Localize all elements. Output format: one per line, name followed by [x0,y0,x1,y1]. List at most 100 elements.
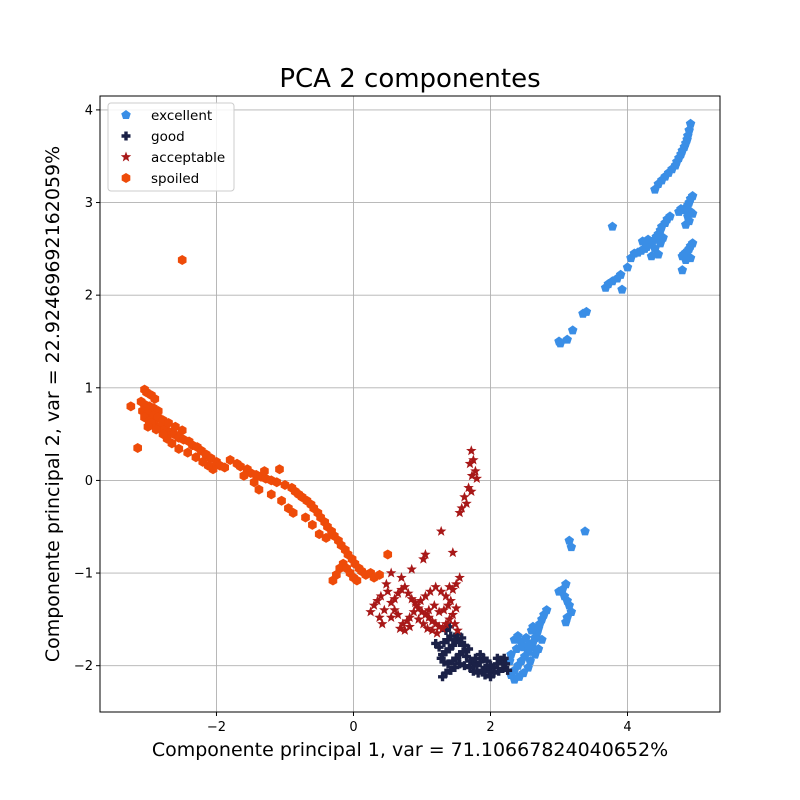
spoiled-point [328,575,338,586]
acceptable-point [431,627,443,638]
data-points [126,118,698,684]
acceptable-point [399,581,411,592]
spoiled-point [266,489,276,500]
acceptable-point [433,621,445,632]
acceptable-point [451,578,462,589]
spoiled-point [314,529,324,540]
good-point [459,640,469,650]
x-tick-label: −2 [207,720,226,735]
good-point [436,653,446,663]
acceptable-point [430,581,441,592]
y-axis-label: Componente principal 2, var = 22.9246969… [42,146,64,662]
acceptable-point [404,612,415,622]
good-point [457,633,467,643]
good-point [446,665,456,675]
acceptable-point [375,590,387,601]
acceptable-point [427,624,438,635]
acceptable-point [442,599,454,610]
spoiled-point [177,425,187,436]
good-point [492,653,502,663]
acceptable-point [420,609,431,620]
acceptable-point [438,604,450,615]
excellent-point [646,251,657,261]
acceptable-point [440,618,452,629]
good-point [441,668,451,678]
spoiled-point [174,443,184,454]
excellent-point [537,634,547,644]
excellent-point [521,632,531,642]
good-point [464,644,474,654]
good-point [443,635,453,645]
acceptable-point [449,618,461,629]
good-point [489,668,499,678]
spoiled-point [143,421,153,432]
good-point [434,642,444,652]
acceptable-point [464,458,476,469]
acceptable-point [470,465,481,476]
good-point [444,644,454,654]
acceptable-point [427,615,438,626]
plot-frame [99,95,721,713]
good-point [499,653,509,663]
acceptable-point [403,587,414,598]
excellent-point [637,236,648,246]
acceptable-point [411,599,422,610]
acceptable-point [444,613,455,624]
spoiled-point [151,424,161,435]
acceptable-point [404,621,415,632]
excellent-point [658,232,668,242]
spoiled-point [260,466,269,477]
good-point [465,663,475,673]
x-axis-label: Componente principal 1, var = 71.1066782… [152,739,668,761]
acceptable-point [420,549,431,559]
good-point [441,647,451,657]
good-point [496,655,506,665]
excellent-point [562,334,572,344]
spoiled-point [171,421,180,432]
good-point [482,656,492,666]
spoiled-point [225,455,235,466]
acceptable-point [459,491,470,502]
acceptable-point [418,618,429,629]
acceptable-point [423,612,435,622]
spoiled-point [321,532,331,543]
acceptable-point [461,498,472,509]
acceptable-point [416,606,428,617]
good-point [494,666,504,676]
acceptable-point [385,567,397,578]
excellent-point [523,640,533,650]
excellent-point [580,526,590,536]
spoiled-point [272,477,282,488]
good-point [498,663,508,673]
good-point [455,659,465,669]
acceptable-point [440,590,452,601]
acceptable-point [454,572,465,583]
acceptable-point [377,618,388,629]
excellent-point [607,221,618,231]
excellent-point [600,282,611,292]
acceptable-point [382,586,393,597]
good-point [486,661,495,671]
acceptable-point [454,507,465,518]
acceptable-point [396,572,407,583]
legend-marker-good [121,131,131,141]
acceptable-point [468,454,479,465]
spoiled-point [158,429,168,440]
y-tick-label: 0 [85,474,93,489]
legend-label-excellent: excellent [151,108,212,124]
excellent-point [677,265,688,275]
spoiled-point [126,401,136,412]
good-point [455,638,465,648]
spoiled-point [236,461,245,472]
acceptable-point [389,593,400,604]
excellent-point [567,325,578,335]
spoiled-point [288,507,298,518]
spoiled-point [375,569,384,580]
acceptable-point [430,618,441,629]
legend-label-good: good [151,129,185,145]
acceptable-point [418,553,429,564]
excellent-point [554,586,564,596]
acceptable-point [385,612,397,622]
excellent-point [561,617,571,627]
